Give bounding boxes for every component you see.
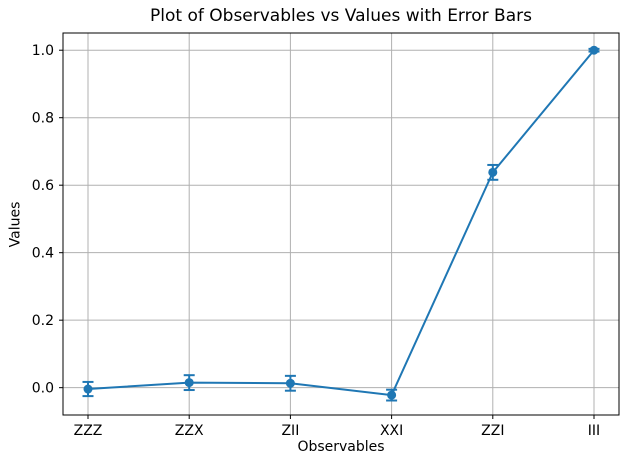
data-point xyxy=(488,167,498,177)
data-point xyxy=(285,378,295,388)
y-axis-label: Values xyxy=(7,201,24,248)
y-tick-label: 0.6 xyxy=(32,178,54,194)
x-tick-label: ZZZ xyxy=(74,423,103,439)
x-tick-label: ZII xyxy=(281,423,299,439)
x-axis-label: Observables xyxy=(297,439,385,455)
data-point xyxy=(589,45,599,55)
y-tick-label: 0.8 xyxy=(32,111,54,127)
y-tick-label: 0.2 xyxy=(32,313,54,329)
data-point xyxy=(184,378,194,388)
data-point xyxy=(387,390,397,400)
data-line xyxy=(87,49,595,397)
x-tick-label: ZZI xyxy=(481,423,504,439)
y-tick-label: 0.4 xyxy=(32,246,54,262)
chart-title: Plot of Observables vs Values with Error… xyxy=(150,6,532,26)
y-tick-label: 0.0 xyxy=(32,381,54,397)
x-tick-label: III xyxy=(588,423,600,439)
plot-background xyxy=(63,33,619,415)
axes-frame xyxy=(62,32,620,416)
data-point xyxy=(83,384,93,394)
x-tick-label: ZZX xyxy=(175,423,204,439)
x-tick-label: XXI xyxy=(380,423,403,439)
y-tick-label: 1.0 xyxy=(32,43,54,59)
